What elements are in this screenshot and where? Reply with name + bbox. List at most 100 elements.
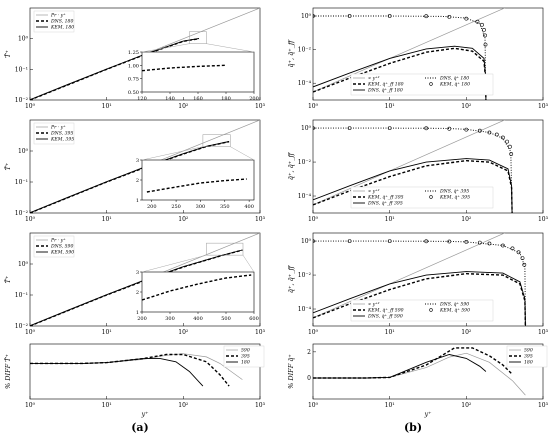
legend-label-kem-180: KEM, 180 xyxy=(50,25,74,31)
inset-y-tick-label: 1 xyxy=(136,310,139,316)
data-point-kem-q-180 xyxy=(483,42,488,47)
y-axis-label: % DIFF q̄⁺ xyxy=(287,354,295,389)
data-point-kem-q-180 xyxy=(483,33,487,38)
legend-label-kem-q-ff-395: KEM, q̄⁺_ff 395 xyxy=(367,195,404,201)
inset-x-tick-label: 350 xyxy=(220,204,230,210)
y-tick-label: 10⁻² xyxy=(15,323,29,330)
legend-label-180: 180 xyxy=(524,360,533,366)
legend-marker xyxy=(429,195,433,199)
zoom-connector xyxy=(230,146,255,161)
data-point-kem-q-590 xyxy=(347,239,352,244)
inset-y-tick-label: 0.75 xyxy=(128,77,139,83)
series-line-kem-180 xyxy=(30,38,200,100)
data-point-kem-q-395 xyxy=(347,126,352,131)
inset-a2: 200 250 300 350 400 1 2 3 xyxy=(136,134,255,210)
inset-x-tick-label: 200 xyxy=(249,96,259,102)
inset-x-tick-label: 140 xyxy=(165,96,175,102)
legend-label-590: 590 xyxy=(524,348,533,354)
series-line-dns-q-590 xyxy=(313,240,526,326)
legend-label-kem-q-ff-180: KEM, q̄⁺_ff 180 xyxy=(367,82,404,88)
data-point-kem-q-180 xyxy=(424,14,429,19)
y-tick-label: 10⁻² xyxy=(15,210,29,217)
legend-label-dns-q-395: DNS, q̄⁺ 395 xyxy=(439,189,469,195)
inset-y-tick-label: 1.25 xyxy=(128,50,139,56)
inset-x-tick-label: 600 xyxy=(249,316,259,322)
inset-x-tick-label: 120 xyxy=(137,96,147,102)
data-point-kem-q-590 xyxy=(477,240,482,245)
y-axis-label: q̄⁺, q̄⁺_ff xyxy=(287,152,295,181)
inset-a1: 120 140 160 180 200 0.50 0.75 1.00 1.25 xyxy=(128,31,259,102)
plot-frame xyxy=(312,232,544,327)
y-tick-label: 10⁻² xyxy=(298,272,312,279)
x-tick-label: 10³ xyxy=(538,402,549,409)
legend-label-kem-q-395: KEM, q̄⁺ 395 xyxy=(439,195,470,201)
legend-label-kem-q-180: KEM, q̄⁺ 180 xyxy=(439,82,470,88)
zoom-box xyxy=(202,134,231,147)
x-tick-label: 10⁰ xyxy=(308,103,319,110)
y-axis-label: T̄⁺ xyxy=(3,50,12,58)
legend-label-dns-q-180: DNS, q̄⁺ 180 xyxy=(439,76,469,82)
series-group xyxy=(313,347,526,396)
plot-frame xyxy=(29,343,261,400)
zoom-connector xyxy=(242,255,255,273)
plot-frame xyxy=(29,7,261,101)
legend-label-180: 180 xyxy=(241,360,250,366)
y-tick-label: 10⁻¹ xyxy=(15,179,28,186)
x-tick-label: 10³ xyxy=(255,329,266,336)
x-tick-label: 10³ xyxy=(538,103,549,110)
data-point-kem-q-590 xyxy=(387,239,392,244)
data-point-kem-q-590 xyxy=(520,256,525,261)
x-tick-label: 10⁰ xyxy=(25,402,36,409)
inset-frame xyxy=(141,159,255,201)
inset-x-tick-label: 400 xyxy=(193,316,203,322)
x-tick-label: 10² xyxy=(178,402,189,409)
legend-label-y: ∝ y⁺² xyxy=(368,76,380,82)
inset-y-tick-label: 1 xyxy=(136,198,139,204)
plot-frame xyxy=(29,232,261,327)
x-tick-label: 10² xyxy=(178,103,189,110)
panel-label-b: (b) xyxy=(404,421,422,434)
data-point-kem-q-590 xyxy=(522,262,527,267)
x-tick-label: 10² xyxy=(461,402,472,409)
inset-x-tick-label: 400 xyxy=(244,204,254,210)
legend-label-kem-q-ff-590: KEM, q̄⁺_ff 590 xyxy=(367,308,404,314)
inset-y-tick-label: 0.50 xyxy=(128,90,139,96)
x-tick-label: 10³ xyxy=(255,103,266,110)
data-point-kem-q-590 xyxy=(487,241,492,246)
inset-a3: 200 300 400 500 600 1 2 3 xyxy=(136,242,259,322)
y-axis-label: q̄⁺, q̄⁺_ff xyxy=(287,265,295,294)
data-point-kem-q-180 xyxy=(464,16,469,21)
data-point-kem-q-590 xyxy=(447,239,452,244)
y-tick-label: 10⁰ xyxy=(18,261,29,268)
inset-y-tick-label: 2 xyxy=(136,178,139,184)
x-tick-label: 10¹ xyxy=(385,402,395,409)
legend-label-pr-y: Pr · y⁺ xyxy=(50,125,66,131)
legend-label-kem-590: KEM, 590 xyxy=(50,250,74,256)
legend-frame xyxy=(350,299,494,322)
legend-frame xyxy=(350,73,494,96)
y-tick-label: 10⁰ xyxy=(301,125,312,132)
y-tick-label: 10⁻⁴ xyxy=(298,306,312,313)
y-tick-label: 10⁻⁴ xyxy=(298,193,312,200)
data-point-kem-q-590 xyxy=(424,239,429,244)
panel-label-a: (a) xyxy=(131,421,149,434)
series-group xyxy=(30,353,243,387)
inset-series-line xyxy=(141,274,252,301)
data-point-kem-q-180 xyxy=(480,22,484,27)
legend-label-dns-q-590: DNS, q̄⁺ 590 xyxy=(439,302,469,308)
inset-x-tick-label: 300 xyxy=(165,316,175,322)
y-axis-label: T̄⁺ xyxy=(3,276,12,284)
series-line-180 xyxy=(30,358,204,387)
legend-label-590: 590 xyxy=(241,348,250,354)
plot-frame xyxy=(312,119,544,214)
legend-label-dns-395: DNS, 395 xyxy=(50,131,73,137)
data-point-kem-q-180 xyxy=(475,19,480,24)
